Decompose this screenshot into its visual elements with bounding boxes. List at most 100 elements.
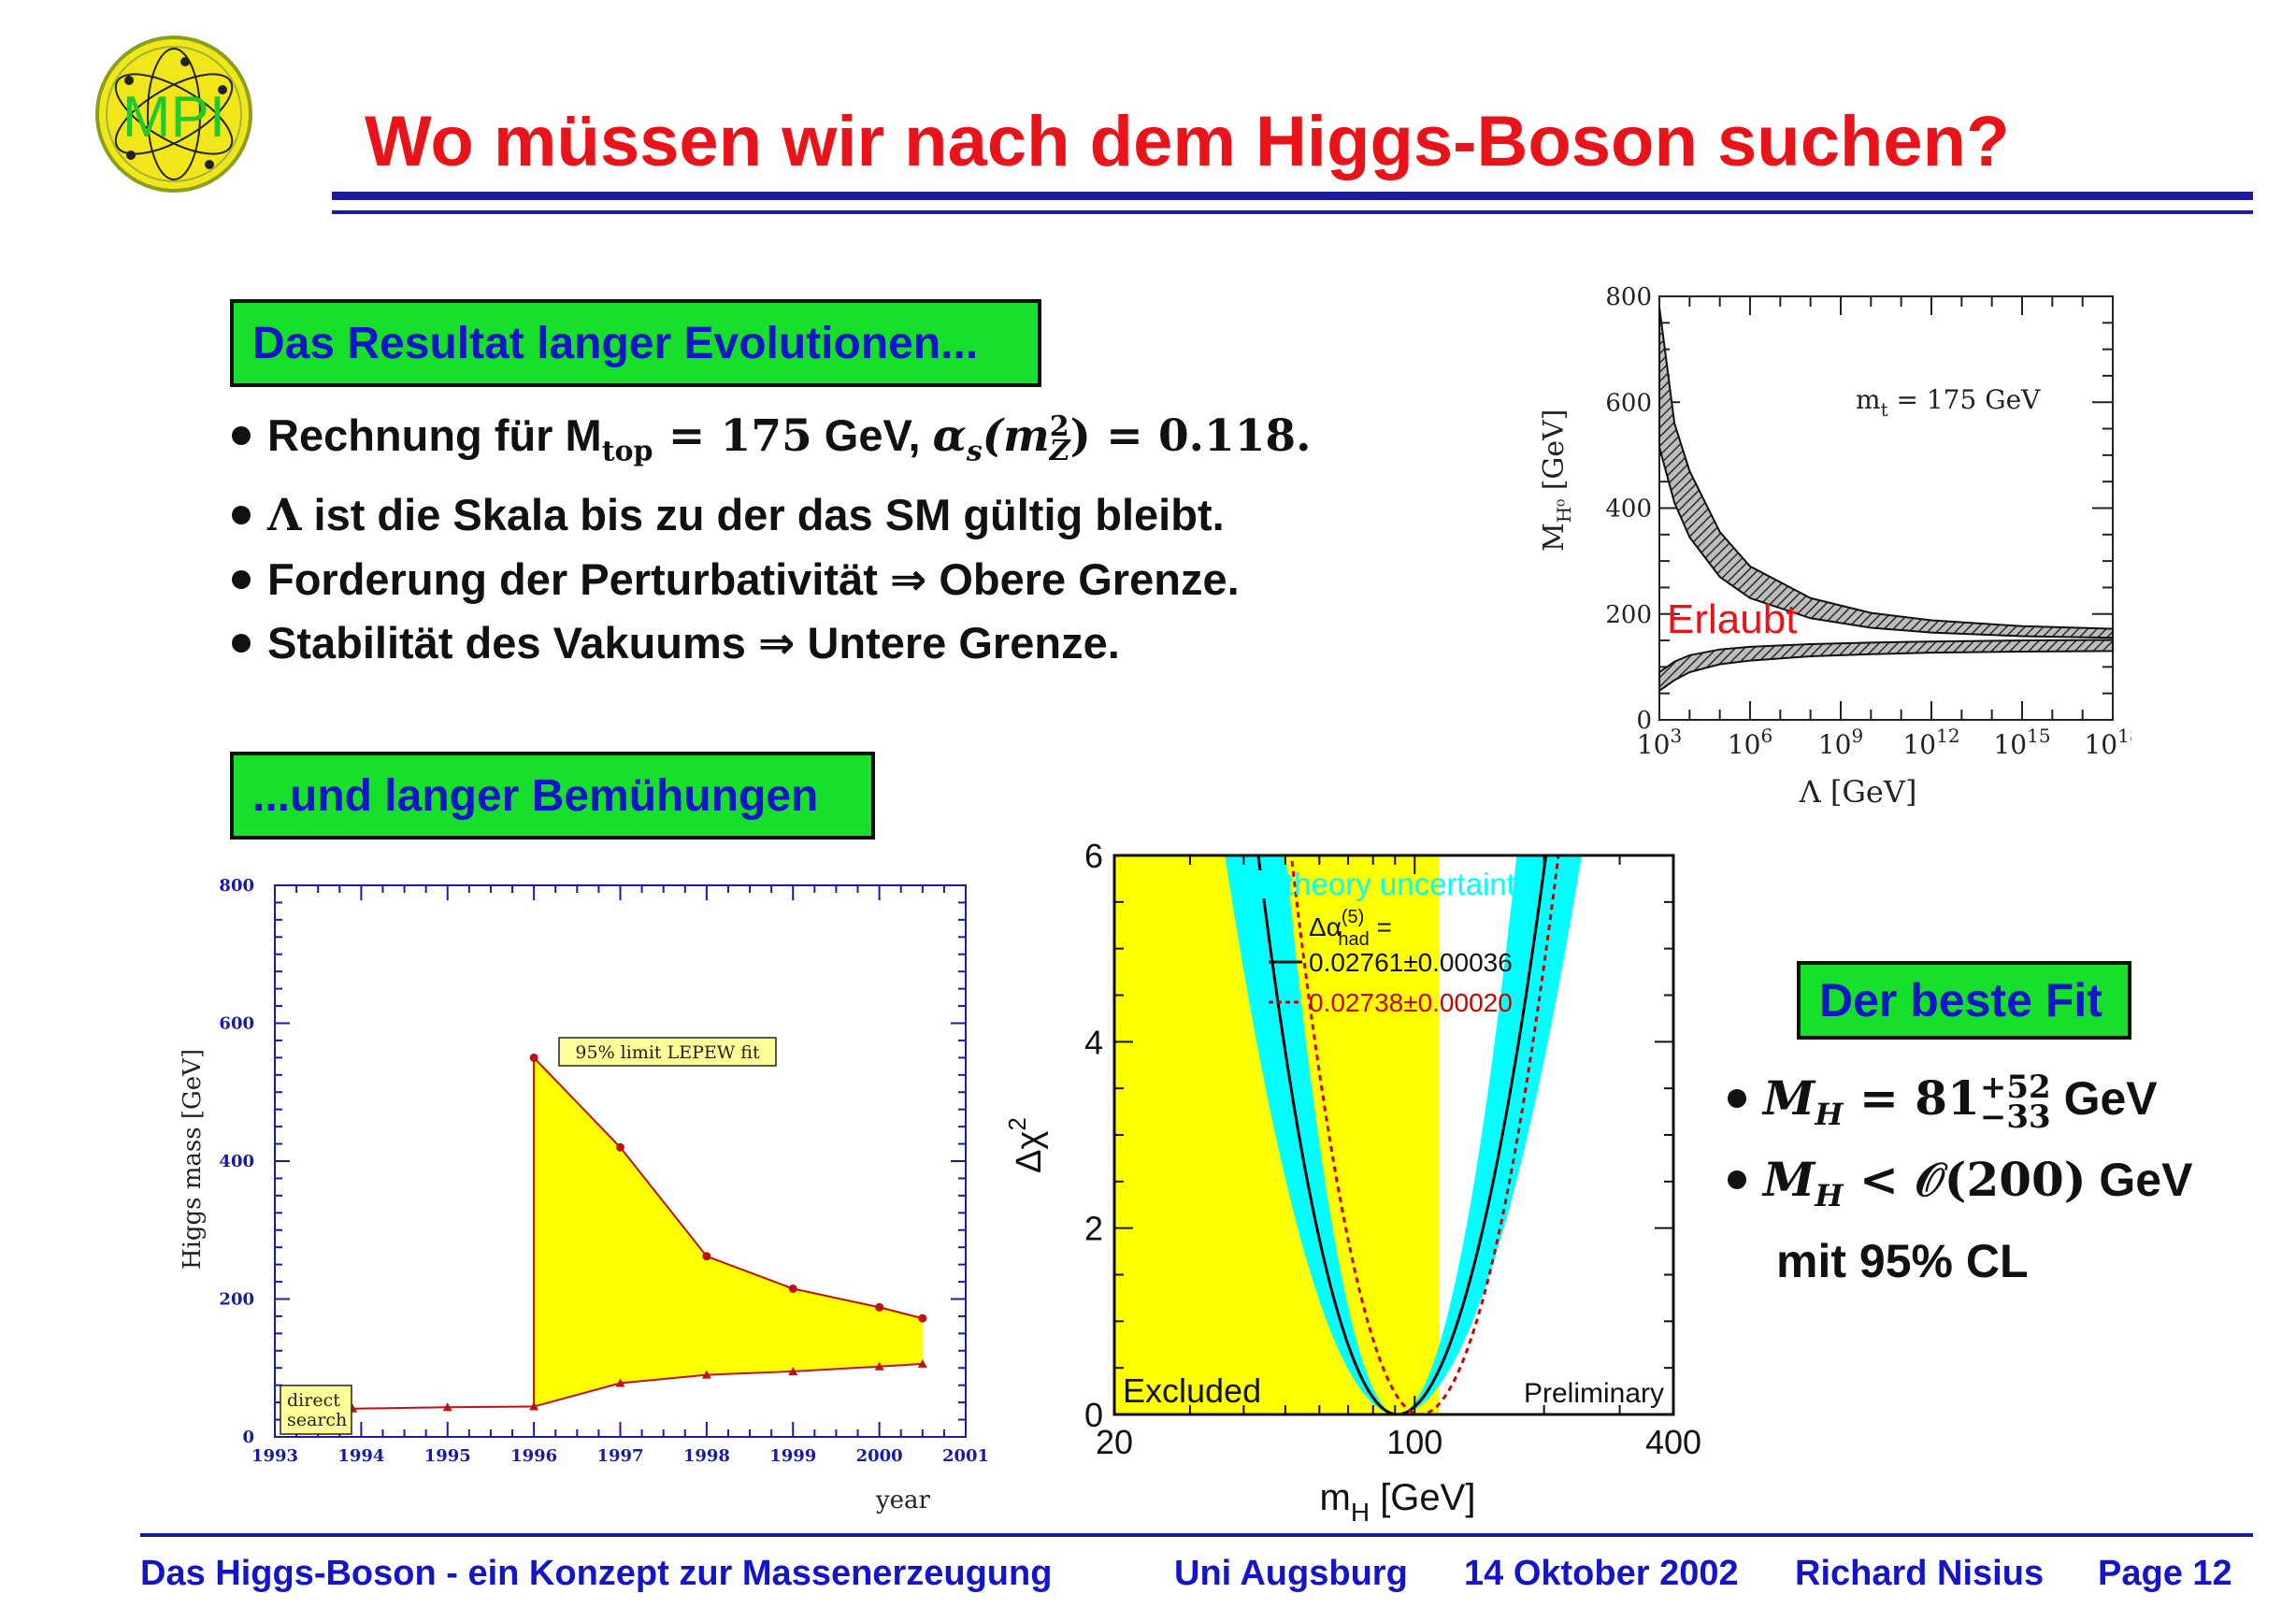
footer-talk-title: Das Higgs-Boson - ein Konzept zur Massen…	[140, 1554, 1053, 1593]
x-tick-label: 106	[1728, 725, 1772, 760]
section-label-efforts: ...und langer Bemühungen	[230, 752, 875, 840]
fit-mass-value: MH = 81 +52 −33 GeV	[1728, 1066, 2192, 1147]
y-tick-label: 400	[1605, 495, 1652, 524]
chart-blueband: 0 2 4 6 20 100 400 theory uncertainty Δα(5) had =…	[1003, 837, 1701, 1527]
chart-higgs-bounds: 0 200 400 600 800 103 106 109 1012 1015 1018 mt = 1…	[1538, 283, 2131, 810]
y-tick-label: 200	[1605, 601, 1652, 629]
bullet-lambda-scale: Λ ist die Skala bis zu der das SM gültig…	[232, 483, 1311, 548]
upper-limit-point	[875, 1302, 884, 1312]
logo-text: MPI	[122, 85, 225, 150]
bullet-dot	[232, 425, 251, 445]
section-label-evolution: Das Resultat langer Evolutionen...	[230, 299, 1041, 387]
y-axis-label: Δχ2	[1003, 1117, 1049, 1173]
x-tick-label: 1993	[251, 1446, 298, 1466]
x-tick-label: 1998	[683, 1446, 730, 1466]
upper-limit-point	[702, 1252, 711, 1261]
x-axis-label: Λ [GeV]	[1799, 774, 1917, 810]
chart-higgs-limit-history: 1993 1994 1995 1996 1997 1998 1999 2000 2001 0 200…	[179, 876, 989, 1514]
y-tick-label: 600	[219, 1014, 254, 1034]
lepew-annotation: 95% limit LEPEW fit	[575, 1042, 760, 1063]
y-tick-label: 400	[219, 1152, 254, 1171]
y-tick-label: 6	[1084, 837, 1103, 875]
x-tick-label: 103	[1637, 725, 1682, 760]
legend-red-label: 0.02738±0.00020	[1309, 988, 1513, 1017]
upper-limit-line	[533, 1056, 924, 1320]
x-tick-label: 1996	[510, 1446, 557, 1466]
y-tick-label: 200	[219, 1290, 254, 1310]
x-tick-label: 1015	[1993, 725, 2050, 760]
x-tick-label: 20	[1096, 1423, 1133, 1461]
lower-limit-point	[874, 1361, 884, 1371]
bullet-dot	[232, 633, 251, 653]
direct-search-label: search	[287, 1410, 347, 1430]
allowed-region-label: Erlaubt	[1667, 596, 1797, 642]
bullet-calculation: Rechnung für Mtop = 175 GeV, αs(m 2 Z) = 0…	[232, 404, 1311, 483]
lower-limit-point	[917, 1358, 927, 1368]
x-tick-label: 1999	[769, 1446, 816, 1466]
title-rule-thick	[332, 192, 2253, 200]
x-tick-label: 1994	[337, 1446, 384, 1466]
legend-black-label: 0.02761±0.00036	[1309, 948, 1513, 977]
x-tick-label: 1997	[596, 1446, 643, 1466]
bullet-list: Rechnung für Mtop = 175 GeV, αs(m 2 Z) = 0…	[232, 404, 1311, 675]
x-axis-label: year	[875, 1486, 931, 1514]
upper-limit-point	[788, 1284, 797, 1293]
x-tick-label: 400	[1645, 1423, 1701, 1461]
upper-limit-point	[616, 1142, 624, 1152]
fit-mass-limit: MH < 𝒪(200) GeV	[1728, 1147, 2192, 1228]
theory-uncertainty-band	[1225, 855, 1582, 1414]
direct-search-box	[280, 1385, 352, 1435]
lower-limit-point	[701, 1370, 711, 1379]
y-tick-label: 0	[1636, 707, 1652, 735]
y-axis-label: Higgs mass [GeV]	[179, 1049, 207, 1270]
x-tick-label: 2000	[856, 1446, 903, 1466]
section-label-best-fit: Der beste Fit	[1797, 961, 2131, 1040]
fit-results: MH = 81 +52 −33 GeV MH < 𝒪(200) GeV mit 95…	[1728, 1066, 2192, 1294]
y-tick-label: 4	[1084, 1023, 1103, 1061]
x-tick-label: 1012	[1902, 725, 1959, 760]
y-tick-label: 0	[242, 1428, 254, 1447]
excluded-label: Excluded	[1123, 1371, 1261, 1410]
footer-page-number: Page 12	[2098, 1554, 2232, 1593]
footer-date: 14 Oktober 2002	[1464, 1554, 1739, 1593]
title-rule-thin	[332, 210, 2253, 214]
y-tick-label: 2	[1084, 1210, 1103, 1248]
bullet-vacuum-stability: Stabilität des Vakuums ⇒ Untere Grenze.	[232, 611, 1311, 675]
x-axis-label: mH [GeV]	[1320, 1477, 1476, 1527]
legend-band-label: theory uncertainty	[1285, 867, 1531, 901]
bullet-dot	[232, 569, 251, 589]
upper-limit-point	[918, 1313, 927, 1323]
top-mass-annotation: mt = 175 GeV	[1856, 384, 2041, 421]
y-tick-label: 600	[1605, 389, 1652, 417]
bullet-perturbativity: Forderung der Perturbativität ⇒ Obere Gr…	[232, 548, 1311, 611]
bullet-dot	[1728, 1088, 1746, 1108]
footer-venue: Uni Augsburg	[1174, 1554, 1408, 1593]
footer-author: Richard Nisius	[1795, 1554, 2045, 1593]
page-title: Wo müssen wir nach dem Higgs-Boson suche…	[365, 102, 2010, 181]
bullet-dot	[232, 505, 251, 524]
lower-bound-band	[1658, 639, 2114, 693]
lower-limit-point	[615, 1378, 625, 1387]
lepew-annotation-box	[558, 1037, 777, 1067]
x-tick-label: 2001	[942, 1446, 989, 1466]
y-axis-label: MH⁰ [GeV]	[1538, 409, 1575, 552]
legend-band-swatch	[1246, 870, 1282, 898]
x-tick-label: 100	[1386, 1423, 1442, 1461]
mpi-logo: MPI	[95, 36, 252, 193]
y-tick-label: 0	[1084, 1396, 1103, 1434]
allowed-mass-area	[534, 1057, 923, 1407]
x-tick-label: 1018	[2084, 725, 2131, 760]
y-tick-label: 800	[219, 876, 254, 896]
footer-rule	[140, 1533, 2253, 1537]
lower-limit-line	[352, 1362, 923, 1410]
direct-search-label: direct	[287, 1390, 340, 1411]
legend-dalpha: Δα(5) had =	[1309, 907, 1392, 950]
lower-limit-point	[442, 1402, 452, 1412]
bullet-dot	[1728, 1170, 1746, 1189]
y-tick-label: 800	[1605, 283, 1652, 311]
fit-confidence: mit 95% CL	[1776, 1235, 2029, 1287]
lower-limit-point	[788, 1366, 798, 1375]
x-tick-label: 109	[1818, 725, 1863, 760]
x-tick-label: 1995	[424, 1446, 471, 1466]
upper-bound-band	[1658, 307, 2114, 639]
